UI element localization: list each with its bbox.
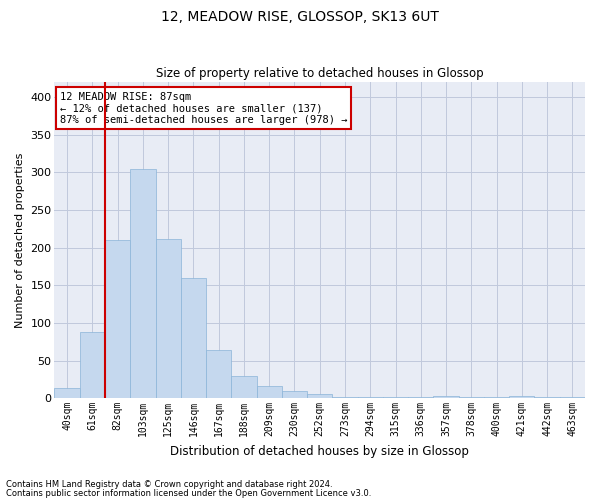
Bar [484,396,509,398]
Bar [105,240,130,398]
Bar [433,396,458,398]
Title: Size of property relative to detached houses in Glossop: Size of property relative to detached ho… [156,66,484,80]
Bar [55,388,80,398]
Bar [358,396,383,398]
Bar [232,376,257,398]
Bar [535,396,560,398]
Bar [206,350,232,398]
Bar [130,170,155,398]
X-axis label: Distribution of detached houses by size in Glossop: Distribution of detached houses by size … [170,444,469,458]
Bar [458,396,484,398]
Bar [257,386,282,398]
Bar [332,396,358,398]
Bar [181,278,206,398]
Bar [80,332,105,398]
Bar [560,396,585,398]
Bar [408,396,433,398]
Bar [155,238,181,398]
Bar [509,396,535,398]
Text: 12 MEADOW RISE: 87sqm
← 12% of detached houses are smaller (137)
87% of semi-det: 12 MEADOW RISE: 87sqm ← 12% of detached … [60,92,347,124]
Bar [307,394,332,398]
Bar [282,392,307,398]
Y-axis label: Number of detached properties: Number of detached properties [15,152,25,328]
Bar [383,396,408,398]
Text: Contains HM Land Registry data © Crown copyright and database right 2024.: Contains HM Land Registry data © Crown c… [6,480,332,489]
Text: Contains public sector information licensed under the Open Government Licence v3: Contains public sector information licen… [6,488,371,498]
Text: 12, MEADOW RISE, GLOSSOP, SK13 6UT: 12, MEADOW RISE, GLOSSOP, SK13 6UT [161,10,439,24]
